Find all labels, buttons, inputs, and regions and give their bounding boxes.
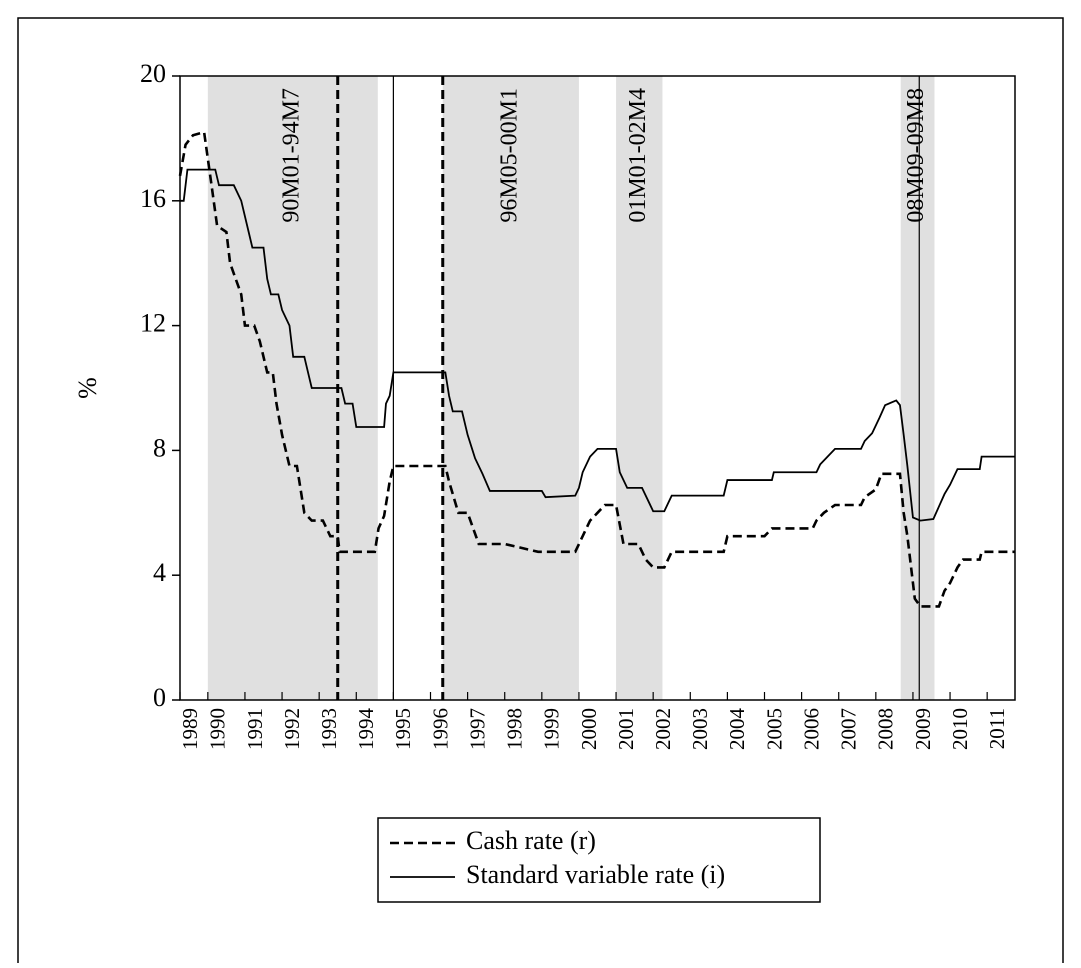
outer-frame [17, 17, 1064, 968]
x-tick-label: 1997 [465, 708, 489, 750]
x-tick-label: 1989 [178, 708, 202, 750]
region-label: 96M05-00M1 [496, 88, 522, 223]
x-tick-label: 2002 [651, 708, 675, 750]
y-tick-label: 8 [153, 433, 166, 462]
legend-box [377, 817, 821, 903]
x-tick-label: 2005 [762, 708, 786, 750]
x-tick-label: 2003 [688, 708, 712, 750]
y-tick-label: 20 [140, 59, 166, 88]
series-line [180, 168, 1015, 522]
y-tick-label: 0 [153, 683, 166, 712]
x-tick-label: 2004 [725, 708, 749, 751]
legend-label: Cash rate (r) [466, 826, 596, 855]
x-tick-label: 1991 [243, 708, 267, 750]
x-tick-label: 2000 [577, 708, 601, 750]
shaded-region [207, 76, 378, 700]
x-tick-label: 1994 [354, 708, 378, 751]
region-label: 08M09-09M8 [903, 88, 929, 223]
x-tick-label: 2011 [985, 708, 1009, 749]
shaded-region [900, 76, 935, 700]
y-tick-label: 16 [140, 184, 166, 213]
x-tick-label: 2010 [948, 708, 972, 750]
x-tick-label: 1993 [317, 708, 341, 750]
region-label: 90M01-94M7 [278, 88, 304, 223]
x-tick-label: 1995 [391, 708, 415, 750]
x-tick-label: 1990 [206, 708, 230, 750]
shaded-region [442, 76, 579, 700]
x-tick-label: 1996 [428, 708, 452, 750]
region-label: 01M01-02M4 [625, 88, 651, 223]
series-line [178, 130, 1015, 608]
x-tick-label: 1998 [503, 708, 527, 750]
x-tick-label: 2008 [874, 708, 898, 750]
legend: Cash rate (r) Standard variable rate (i) [390, 826, 725, 889]
y-tick-label: 12 [140, 309, 166, 338]
x-tick-label: 2006 [799, 708, 823, 750]
legend-label: Standard variable rate (i) [466, 860, 725, 889]
y-tick-label: 4 [153, 558, 166, 587]
x-tick-label: 1992 [280, 708, 304, 750]
x-tick-label: 2001 [614, 708, 638, 750]
x-tick-label: 1999 [540, 708, 564, 750]
x-tick-label: 2009 [911, 708, 935, 750]
y-axis-label: % [73, 377, 102, 399]
plot-frame [179, 75, 1016, 701]
shaded-region [616, 76, 663, 700]
x-tick-label: 2007 [837, 708, 861, 750]
